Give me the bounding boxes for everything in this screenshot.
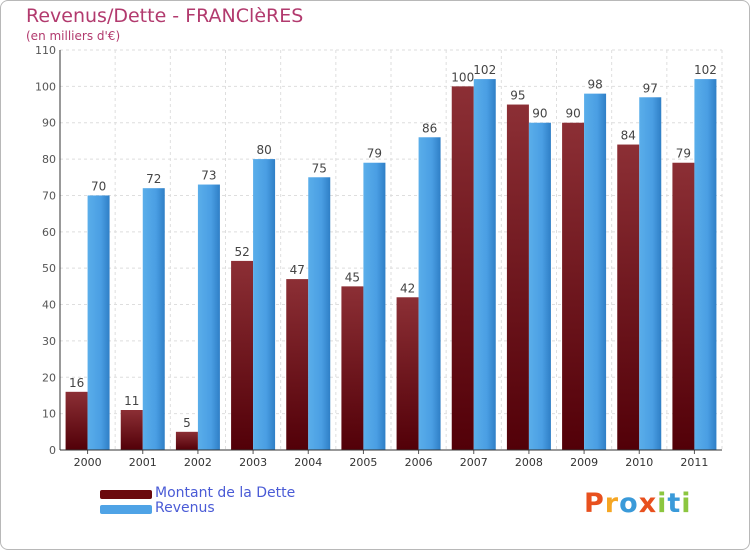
- value-label-revenus: 102: [694, 63, 717, 77]
- value-label-revenus: 97: [643, 81, 658, 95]
- bars: [65, 79, 717, 451]
- bar-revenus: [418, 137, 441, 451]
- bar-revenus: [694, 79, 717, 450]
- bar-debt: [120, 410, 143, 450]
- x-tick-label: 2001: [129, 456, 157, 469]
- logo-letter: P: [584, 488, 605, 519]
- value-label-revenus: 75: [312, 161, 327, 175]
- bar-revenus: [142, 188, 165, 450]
- value-label-revenus: 90: [532, 107, 547, 121]
- y-tick-label: 0: [49, 444, 56, 457]
- value-label-debt: 5: [183, 416, 191, 430]
- grid-lines: [59, 49, 723, 451]
- value-label-debt: 84: [621, 129, 636, 143]
- y-tick-label: 110: [35, 44, 56, 57]
- legend-label-revenus: Revenus: [155, 500, 215, 516]
- value-label-debt: 16: [69, 376, 84, 390]
- legend-swatch-revenus: [100, 505, 152, 514]
- value-label-debt: 47: [290, 263, 305, 277]
- bar-debt: [286, 279, 309, 450]
- bar-revenus: [528, 122, 551, 451]
- value-label-revenus: 70: [91, 179, 106, 193]
- logo-letter: r: [604, 488, 620, 519]
- value-label-debt: 95: [510, 89, 525, 103]
- bar-debt: [506, 104, 529, 450]
- bar-debt: [451, 86, 474, 450]
- y-tick-label: 10: [42, 408, 56, 421]
- value-label-debt: 100: [451, 70, 474, 84]
- x-tick-label: 2008: [515, 456, 543, 469]
- value-label-debt: 79: [676, 147, 691, 161]
- y-tick-label: 50: [42, 262, 56, 275]
- bar-debt: [617, 144, 640, 450]
- y-tick-label: 30: [42, 335, 56, 348]
- bar-debt: [341, 286, 364, 450]
- y-tick-label: 60: [42, 226, 56, 239]
- chart-title: Revenus/Dette - FRANClèRES: [26, 5, 304, 27]
- x-tick-label: 2000: [74, 456, 102, 469]
- value-label-debt: 42: [400, 281, 415, 295]
- logo-letter: o: [619, 488, 639, 519]
- bar-revenus: [308, 177, 331, 451]
- value-label-revenus: 98: [587, 78, 602, 92]
- bar-debt: [175, 431, 198, 450]
- bar-debt: [562, 122, 585, 451]
- x-tick-label: 2002: [184, 456, 212, 469]
- bar-debt: [65, 391, 88, 450]
- value-label-revenus: 80: [256, 143, 271, 157]
- bar-revenus: [197, 184, 220, 450]
- y-tick-label: 80: [42, 153, 56, 166]
- x-tick-label: 2009: [570, 456, 598, 469]
- bar-revenus: [584, 93, 607, 451]
- x-tick-label: 2007: [460, 456, 488, 469]
- bar-revenus: [363, 162, 386, 450]
- bar-debt: [231, 260, 254, 450]
- x-tick-label: 2005: [349, 456, 377, 469]
- x-tick-label: 2006: [405, 456, 433, 469]
- proxiti-logo: Proxiti: [584, 488, 692, 519]
- value-label-revenus: 73: [201, 169, 216, 183]
- bar-revenus: [639, 97, 662, 450]
- y-tick-label: 70: [42, 189, 56, 202]
- legend-label-debt: Montant de la Dette: [155, 485, 296, 501]
- logo-letter: i: [657, 488, 668, 519]
- value-label-revenus: 79: [367, 147, 382, 161]
- axes: 0 10 20 30 40 50 60 70 80 90 100 110 16 70 2000 11 72 200…: [35, 44, 722, 469]
- value-label-revenus: 102: [473, 63, 496, 77]
- logo-letter: i: [681, 488, 692, 519]
- y-tick-label: 20: [42, 371, 56, 384]
- value-label-debt: 45: [345, 270, 360, 284]
- value-label-revenus: 72: [146, 172, 161, 186]
- value-label-debt: 52: [234, 245, 249, 259]
- logo-letter: t: [667, 488, 682, 519]
- bar-revenus: [87, 195, 110, 450]
- bar-debt: [396, 297, 419, 450]
- x-tick-label: 2010: [625, 456, 653, 469]
- bar-debt: [672, 162, 695, 450]
- value-label-debt: 90: [565, 107, 580, 121]
- chart-subtitle: (en milliers d'€): [26, 29, 121, 43]
- x-tick-label: 2003: [239, 456, 267, 469]
- bar-revenus: [253, 159, 276, 450]
- y-tick-label: 100: [35, 80, 56, 93]
- x-tick-label: 2011: [680, 456, 708, 469]
- y-tick-label: 90: [42, 117, 56, 130]
- value-label-debt: 11: [124, 394, 139, 408]
- y-tick-label: 40: [42, 299, 56, 312]
- legend-swatch-debt: [100, 490, 152, 499]
- x-tick-label: 2004: [294, 456, 322, 469]
- bar-revenus: [473, 79, 496, 450]
- logo-letter: x: [638, 488, 658, 519]
- value-label-revenus: 86: [422, 121, 437, 135]
